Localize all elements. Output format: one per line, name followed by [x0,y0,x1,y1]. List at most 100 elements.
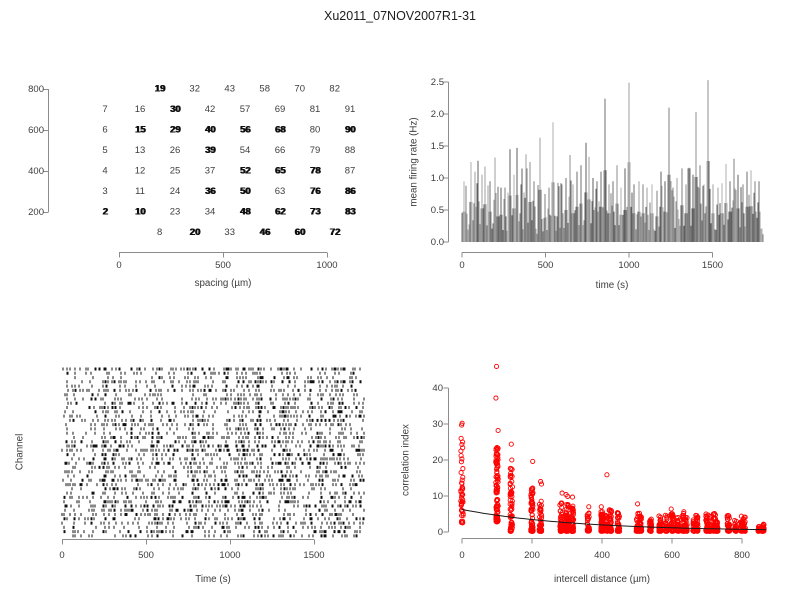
correlation-y-tick: 30 [432,418,443,430]
svg-text:20: 20 [189,227,200,238]
svg-text:40: 40 [206,125,217,136]
electrode-map-xaxis-title: spacing (µm) [194,278,252,289]
electrode-y-tick: 600 [28,124,44,136]
svg-text:78: 78 [310,166,321,177]
svg-text:86: 86 [346,186,357,197]
svg-text:62: 62 [276,207,287,218]
svg-text:87: 87 [345,166,356,177]
firing-x-tick: 0 [459,260,465,271]
svg-text:90: 90 [345,125,356,136]
svg-text:36: 36 [206,186,217,197]
svg-text:6: 6 [102,125,107,136]
svg-text:78: 78 [311,166,322,177]
svg-text:54: 54 [240,145,251,156]
svg-text:82: 82 [329,84,340,95]
svg-text:58: 58 [259,84,270,95]
svg-text:69: 69 [275,104,286,115]
raster-x-tick: 1000 [219,550,241,561]
svg-text:80: 80 [310,125,321,136]
svg-text:30: 30 [171,104,182,115]
correlation-x-tick: 200 [524,550,540,561]
correlation-y-tick: 0 [437,526,443,538]
correlation-x-tick: 800 [734,550,750,561]
svg-text:52: 52 [241,166,252,177]
electrode-x-tick: 1000 [316,260,338,271]
svg-text:65: 65 [276,166,287,177]
svg-text:68: 68 [275,125,286,136]
correlation-x-tick: 400 [594,550,610,561]
svg-text:8: 8 [157,227,162,238]
firing-y-tick: 0.5 [430,204,444,216]
svg-text:48: 48 [241,207,252,218]
svg-text:7: 7 [102,104,107,115]
correlation-xaxis-title: intercell distance (µm) [553,574,651,585]
svg-text:56: 56 [241,125,252,136]
svg-text:56: 56 [240,125,251,136]
firing-x-tick: 1000 [618,260,640,271]
svg-text:63: 63 [275,186,286,197]
svg-text:33: 33 [224,227,235,238]
svg-text:2: 2 [103,207,108,218]
svg-text:81: 81 [310,104,321,115]
electrode-x-tick: 500 [215,260,231,271]
svg-text:66: 66 [275,145,286,156]
firing-rate-yaxis-title: mean firing rate (Hz) [408,117,420,207]
firing-y-tick: 1.0 [430,172,444,184]
svg-text:50: 50 [241,186,252,197]
svg-text:46: 46 [259,227,270,238]
svg-text:20: 20 [190,227,201,238]
svg-text:32: 32 [189,84,200,95]
correlation-y-tick: 40 [432,382,443,394]
svg-text:16: 16 [135,104,146,115]
svg-text:39: 39 [205,145,216,156]
svg-text:2: 2 [102,207,107,218]
svg-text:26: 26 [170,145,181,156]
svg-text:70: 70 [294,84,305,95]
svg-text:36: 36 [205,186,216,197]
svg-text:5: 5 [102,145,107,156]
svg-text:46: 46 [260,227,271,238]
svg-text:65: 65 [275,166,286,177]
svg-text:72: 72 [329,227,340,238]
svg-text:76: 76 [310,186,321,197]
svg-text:60: 60 [295,227,306,238]
svg-text:13: 13 [135,145,146,156]
svg-text:72: 72 [330,227,341,238]
firing-y-tick: 1.5 [430,140,444,152]
svg-text:60: 60 [294,227,305,238]
electrode-y-tick: 200 [28,206,44,218]
svg-text:15: 15 [136,125,147,136]
svg-text:57: 57 [240,104,251,115]
fit-curve [461,509,767,531]
raster-yaxis-title: Channel [14,433,26,471]
svg-text:23: 23 [170,207,181,218]
raster-xaxis-title: Time (s) [195,574,231,585]
firing-y-tick: 2.5 [430,76,444,88]
svg-text:73: 73 [311,207,322,218]
svg-text:15: 15 [135,125,146,136]
raster-x-tick: 1500 [303,550,325,561]
svg-text:12: 12 [135,166,146,177]
firing-x-tick: 500 [537,260,554,271]
svg-text:10: 10 [136,207,147,218]
firing-rate-xaxis-title: time (s) [595,280,629,291]
raster-x-tick: 0 [59,550,65,561]
svg-text:83: 83 [346,207,357,218]
svg-text:48: 48 [240,207,251,218]
raster-spikes [61,367,365,538]
svg-text:90: 90 [346,125,357,136]
svg-text:76: 76 [311,186,322,197]
firing-y-tick: 0.0 [430,236,444,248]
firing-x-tick: 1500 [701,260,724,271]
svg-text:10: 10 [135,207,146,218]
correlation-y-tick: 10 [432,490,443,502]
svg-text:43: 43 [224,84,235,95]
svg-text:25: 25 [170,166,181,177]
figure-title: Xu2011_07NOV2007R1-31 [324,9,476,23]
correlation-y-tick: 20 [432,454,443,466]
svg-text:83: 83 [345,207,356,218]
svg-text:86: 86 [345,186,356,197]
correlation-points [458,363,767,534]
